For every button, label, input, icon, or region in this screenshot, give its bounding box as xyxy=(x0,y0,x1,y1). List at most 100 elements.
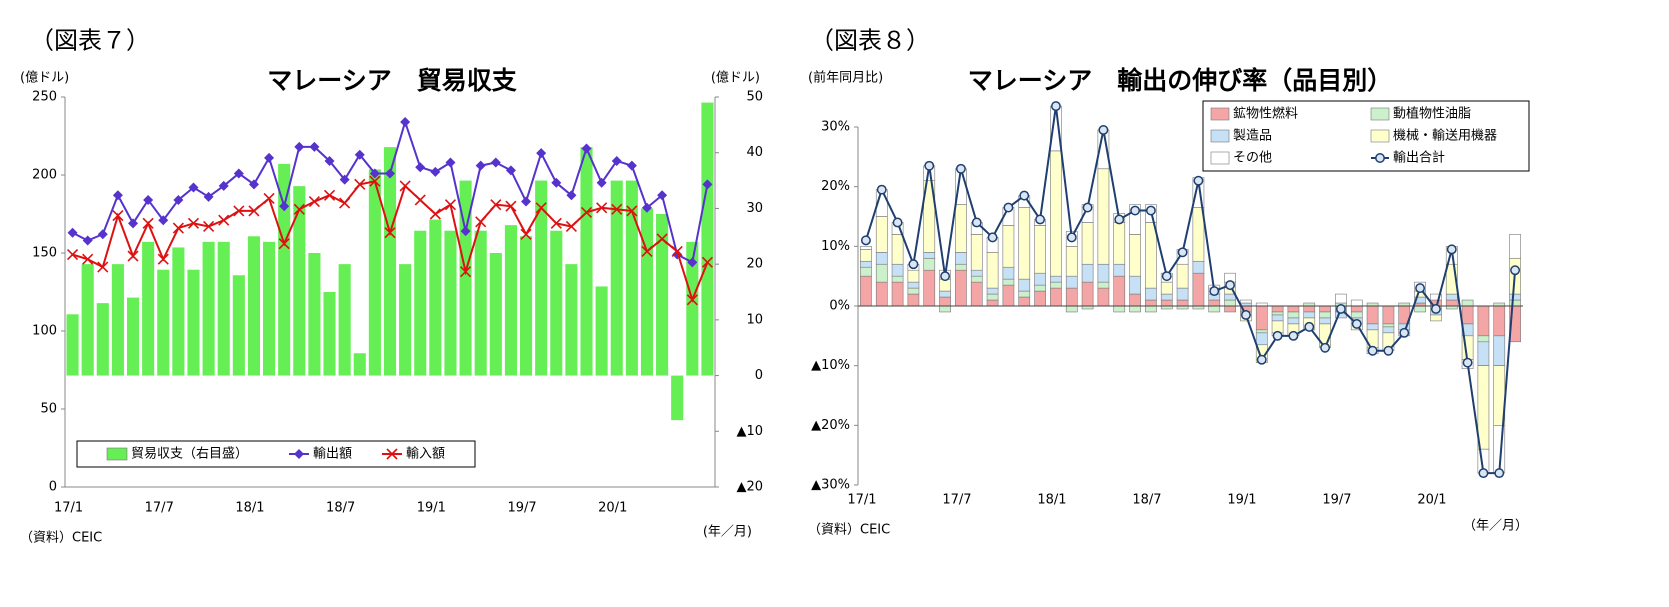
x-tick-label: 18/7 xyxy=(1132,493,1161,508)
bar xyxy=(504,225,517,376)
bar xyxy=(939,290,951,298)
point-marker xyxy=(82,253,94,265)
point-marker xyxy=(641,202,652,213)
x-tick-label: 18/1 xyxy=(235,501,264,516)
bar xyxy=(1176,287,1189,301)
point-marker xyxy=(955,163,966,174)
point-marker xyxy=(566,190,577,201)
point-marker xyxy=(1161,271,1172,282)
point-marker xyxy=(1446,244,1457,255)
point-marker xyxy=(233,205,245,217)
point-marker xyxy=(490,199,502,211)
legend-swatch xyxy=(1210,129,1230,143)
bar xyxy=(1493,305,1506,337)
point-marker xyxy=(339,174,350,185)
bar xyxy=(1287,305,1300,313)
bar xyxy=(1097,281,1110,289)
bar xyxy=(429,219,442,376)
point-marker xyxy=(399,180,411,192)
point-marker xyxy=(1415,283,1426,294)
bar xyxy=(1113,222,1126,265)
x-tick-label: 19/7 xyxy=(1322,493,1351,508)
bar xyxy=(1192,272,1205,307)
x-tick-label: 17/7 xyxy=(145,501,174,516)
point-marker xyxy=(1272,330,1283,341)
bar xyxy=(986,287,999,295)
bar xyxy=(1129,204,1141,235)
bar xyxy=(232,275,245,376)
bar xyxy=(1287,317,1300,325)
point-marker xyxy=(611,203,623,215)
point-marker xyxy=(521,196,532,207)
bar xyxy=(1287,311,1300,319)
y2-tick-label: 30 xyxy=(746,201,763,216)
bar xyxy=(1018,278,1031,292)
point-marker xyxy=(293,203,305,215)
point-marker xyxy=(1050,101,1061,112)
legend-label: 機械・輸送用機器 xyxy=(1393,129,1497,144)
x-tick-label: 17/1 xyxy=(54,501,83,516)
point-marker xyxy=(611,155,622,166)
bar xyxy=(1002,225,1015,268)
bar xyxy=(1002,266,1015,280)
legend-label: 貿易収支（右目盛） xyxy=(131,447,248,462)
bar xyxy=(1350,305,1363,313)
point-marker xyxy=(1256,354,1267,365)
point-marker xyxy=(369,175,381,187)
bar xyxy=(1477,341,1490,366)
y-tick-label: 150 xyxy=(32,246,57,261)
bar xyxy=(907,269,920,283)
point-marker xyxy=(596,202,608,214)
legend-label: 輸出合計 xyxy=(1393,150,1445,166)
point-marker xyxy=(505,200,517,212)
bar xyxy=(1208,305,1221,313)
bar xyxy=(1050,150,1062,277)
y2-axis-unit: (億ドル) xyxy=(711,70,760,86)
point-marker xyxy=(460,226,471,237)
point-marker xyxy=(264,152,275,163)
bar xyxy=(875,216,888,253)
point-marker xyxy=(143,194,154,205)
series-line xyxy=(864,105,1517,475)
point-marker xyxy=(1114,214,1125,225)
bar xyxy=(1018,296,1031,307)
point-marker xyxy=(67,227,78,238)
bar xyxy=(970,234,983,271)
bar xyxy=(891,263,904,277)
point-marker xyxy=(1130,205,1141,216)
chart-title: マレーシア 輸出の伸び率（品目別） xyxy=(968,66,1393,95)
x-tick-label: 17/7 xyxy=(942,493,971,508)
point-marker xyxy=(1478,468,1489,479)
bar xyxy=(1034,290,1046,307)
point-marker xyxy=(445,157,456,168)
point-marker xyxy=(218,214,230,226)
bar xyxy=(111,264,124,376)
legend-marker xyxy=(294,449,304,459)
point-marker xyxy=(536,148,547,159)
point-marker xyxy=(1035,214,1046,225)
bar xyxy=(1145,222,1157,289)
bar xyxy=(1414,305,1426,313)
y-tick-label: 100 xyxy=(32,324,57,339)
bar xyxy=(565,264,578,376)
bar xyxy=(1271,314,1284,322)
point-marker xyxy=(686,294,698,306)
legend-label: 鉱物性燃料 xyxy=(1233,106,1298,122)
point-marker xyxy=(1225,280,1236,291)
bar xyxy=(860,266,872,277)
y2-tick-label: 40 xyxy=(746,145,763,160)
bar xyxy=(1430,314,1442,322)
point-marker xyxy=(158,215,169,226)
point-marker xyxy=(1145,205,1156,216)
point-marker xyxy=(908,259,919,270)
bar xyxy=(1477,305,1490,337)
bar xyxy=(970,275,983,283)
point-marker xyxy=(580,206,593,219)
bar xyxy=(1018,290,1031,298)
point-marker xyxy=(97,229,108,240)
chart-title: マレーシア 貿易収支 xyxy=(267,66,517,95)
point-marker xyxy=(520,228,532,240)
bar xyxy=(1034,284,1046,292)
bar xyxy=(923,252,936,259)
point-marker xyxy=(505,165,516,176)
